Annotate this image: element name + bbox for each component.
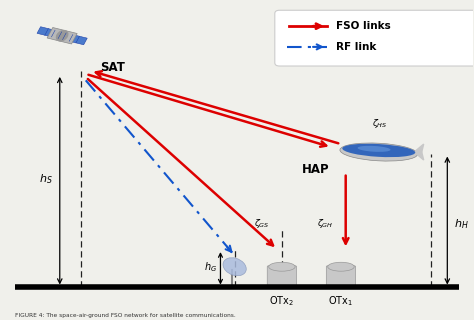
Ellipse shape [56, 30, 68, 42]
Bar [37, 27, 70, 40]
Text: $\zeta_{GS}$: $\zeta_{GS}$ [255, 217, 270, 230]
Text: FSO links: FSO links [336, 21, 391, 31]
Text: $h_H$: $h_H$ [454, 217, 469, 231]
Bar [55, 31, 87, 45]
Text: RF link: RF link [336, 42, 377, 52]
Polygon shape [414, 150, 424, 160]
Ellipse shape [357, 146, 391, 152]
Ellipse shape [223, 258, 246, 276]
Ellipse shape [328, 262, 354, 271]
Text: FIGURE 4: The space-air-ground FSO network for satellite communications.: FIGURE 4: The space-air-ground FSO netwo… [15, 313, 236, 318]
Text: OTx$_1$: OTx$_1$ [328, 294, 354, 308]
Ellipse shape [269, 262, 295, 271]
Text: SAT: SAT [100, 61, 125, 74]
Bar [47, 28, 77, 44]
Polygon shape [414, 144, 424, 154]
FancyBboxPatch shape [275, 10, 474, 66]
Text: $h_S$: $h_S$ [39, 172, 53, 186]
Ellipse shape [340, 143, 418, 161]
Text: OTx$_2$: OTx$_2$ [269, 294, 294, 308]
FancyBboxPatch shape [326, 266, 356, 288]
Text: $\zeta_{GH}$: $\zeta_{GH}$ [318, 217, 334, 230]
FancyBboxPatch shape [267, 266, 297, 288]
Text: $\zeta_{HS}$: $\zeta_{HS}$ [372, 117, 387, 130]
Text: HAP: HAP [301, 163, 329, 176]
Ellipse shape [342, 144, 415, 157]
Text: $h_G$: $h_G$ [204, 260, 218, 274]
